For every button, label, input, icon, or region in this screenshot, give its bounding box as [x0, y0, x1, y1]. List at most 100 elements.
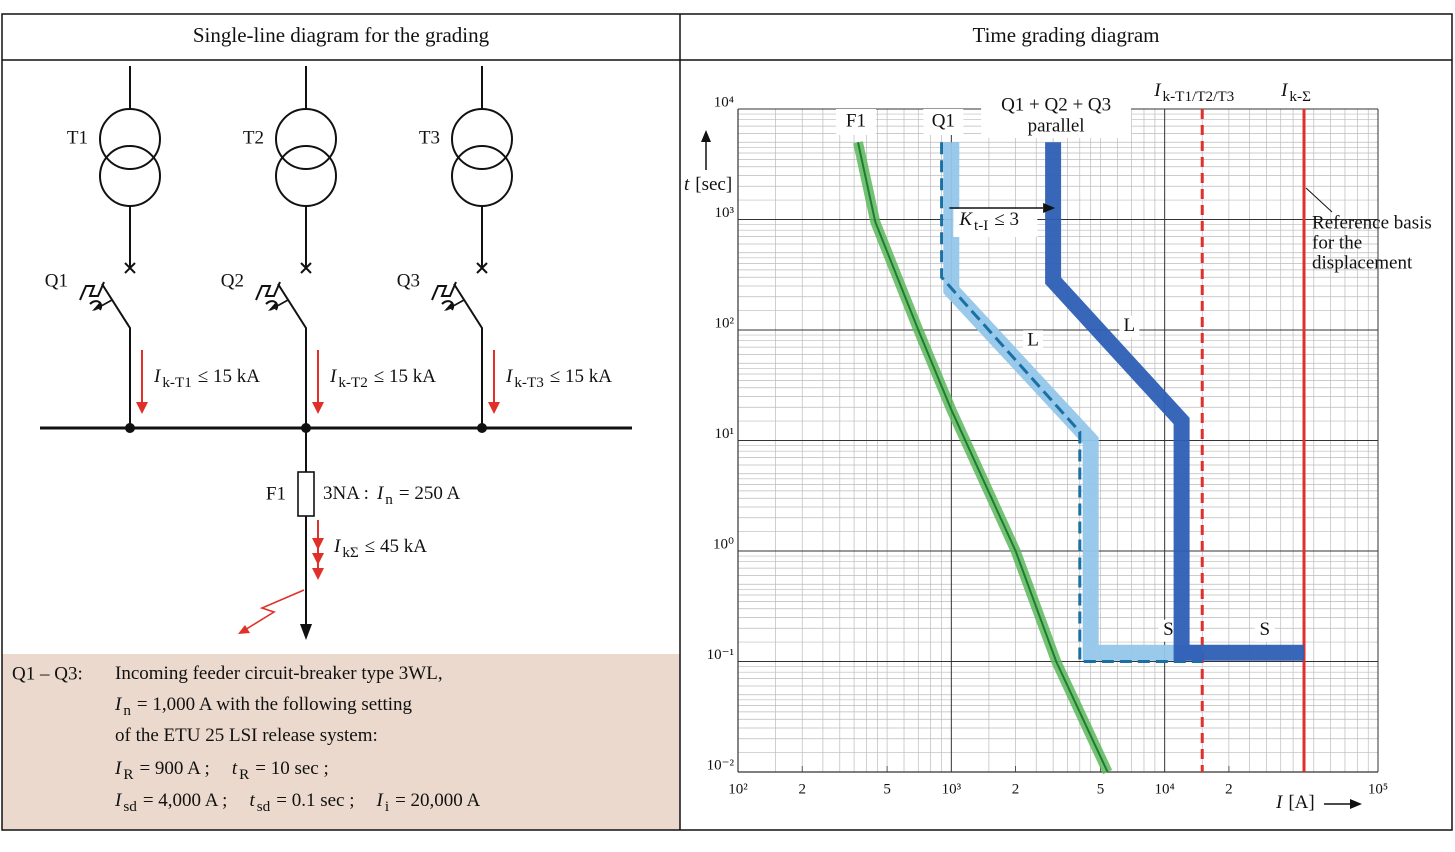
- x-tick-label: 2: [1225, 781, 1233, 797]
- symbol: I: [1280, 80, 1289, 101]
- text: ≤ 3: [994, 209, 1019, 230]
- text: of the ETU 25 LSI release system:: [115, 725, 378, 746]
- trip-arrow-head: [268, 302, 278, 311]
- text: = 4,000 A ;: [143, 790, 228, 811]
- disconnect-mark: [300, 262, 312, 274]
- x-tick-label: 5: [883, 781, 891, 797]
- x-tick-label: 10²: [728, 781, 748, 797]
- text: ≤ 45 kA: [365, 536, 427, 557]
- subscript: n: [385, 491, 393, 508]
- label-background: [1119, 315, 1140, 338]
- transformer-winding: [275, 108, 337, 170]
- text: 3NA :: [323, 483, 369, 504]
- zone-label: S: [1163, 619, 1174, 640]
- label-background: [1254, 619, 1275, 642]
- text: = 10 sec ;: [255, 758, 329, 779]
- symbol: I: [329, 366, 338, 387]
- symbol: I: [114, 758, 123, 779]
- text: ≤ 15 kA: [374, 366, 436, 387]
- subscript: k-T2: [338, 374, 368, 391]
- current-arrow-head: [136, 402, 148, 414]
- subscript: n: [123, 702, 131, 719]
- subscript: k-T1/T2/T3: [1163, 88, 1235, 105]
- fault-arrow-head: [312, 568, 324, 580]
- transformer-winding: [99, 108, 161, 170]
- label-background: [1023, 330, 1044, 353]
- x-tick-label: 10³: [942, 781, 962, 797]
- label-background: [923, 109, 964, 135]
- subscript: i: [385, 798, 389, 815]
- disconnect-mark: [124, 262, 136, 274]
- disconnect-mark: [476, 262, 488, 274]
- subscript: R: [239, 766, 250, 783]
- symbol: I: [114, 790, 123, 811]
- transformer-label: T1: [67, 127, 88, 148]
- x-axis-label: I [A]: [1275, 792, 1315, 813]
- x-tick-label: 10⁴: [1155, 781, 1175, 797]
- y-tick-label: 10²: [715, 315, 735, 331]
- x-tick-label: 5: [1097, 781, 1105, 797]
- subscript: t-I: [974, 217, 988, 234]
- fuse: [297, 471, 315, 517]
- note-label: Q1 – Q3:: [12, 663, 83, 684]
- y-tick-label: 10³: [715, 205, 735, 221]
- left-title: Single-line diagram for the grading: [193, 23, 490, 47]
- note-line: I R = 900 A ; t R = 10 sec ;: [114, 758, 329, 783]
- reference-text: for the: [1312, 232, 1362, 253]
- note-line: Incoming feeder circuit-breaker type 3WL…: [115, 663, 443, 684]
- fuse-label: F1: [266, 483, 286, 504]
- symbol: t: [232, 758, 238, 779]
- symbol: I: [376, 790, 385, 811]
- subscript: sd: [123, 798, 137, 815]
- breaker-label: Q2: [221, 270, 244, 291]
- y-tick-label: 10¹: [715, 426, 735, 442]
- single-line-diagram: T1 Q1 I k-T1 ≤ 15 kA T2 Q2 I k-T2 ≤ 15 kA T3 Q3 I k-T…: [12, 66, 632, 815]
- right-title: Time grading diagram: [972, 23, 1159, 47]
- y-tick-label: 10⁻²: [707, 757, 735, 773]
- note-box: [2, 654, 680, 830]
- series-label: Q1 + Q2 + Q3: [1001, 94, 1111, 115]
- transformer-winding: [451, 108, 513, 170]
- note-line: of the ETU 25 LSI release system:: [115, 725, 378, 746]
- fault-flash-head: [238, 625, 250, 634]
- trip-arrow-head: [444, 302, 454, 311]
- text: Incoming feeder circuit-breaker type 3WL…: [115, 663, 443, 684]
- reference-text: Reference basis: [1312, 212, 1432, 233]
- breaker-label: Q3: [397, 270, 420, 291]
- x-tick-label: 10⁵: [1368, 781, 1388, 797]
- breaker-label: Q1: [45, 270, 68, 291]
- symbol: I: [1275, 792, 1284, 813]
- fault-flash: [239, 589, 305, 634]
- symbol: I: [153, 366, 162, 387]
- fault-arrow-head: [312, 538, 324, 550]
- text: = 0.1 sec ;: [276, 790, 354, 811]
- subscript: R: [123, 766, 134, 783]
- frame: [1, 13, 1453, 831]
- symbol: I: [1153, 80, 1162, 101]
- transformer-label: T2: [243, 127, 264, 148]
- zone-label: S: [1259, 619, 1270, 640]
- breaker-blade: [277, 283, 307, 428]
- transformer-label: T3: [419, 127, 440, 148]
- text: ≤ 15 kA: [198, 366, 260, 387]
- symbol: K: [958, 209, 973, 230]
- subscript: kΣ: [342, 544, 359, 561]
- label-background: [981, 94, 1132, 138]
- y-tick-label: 10⁴: [714, 94, 734, 110]
- text: = 250 A: [399, 483, 461, 504]
- subscript: k-T1: [162, 374, 192, 391]
- current-arrow-head: [488, 402, 500, 414]
- current-arrow-head: [312, 402, 324, 414]
- label-background: [835, 109, 876, 135]
- text: = 1,000 A with the following setting: [137, 694, 413, 715]
- trip-band: [943, 142, 1203, 661]
- subscript: sd: [257, 798, 271, 815]
- symbol: I: [333, 536, 342, 557]
- fault-arrow-head: [312, 553, 324, 565]
